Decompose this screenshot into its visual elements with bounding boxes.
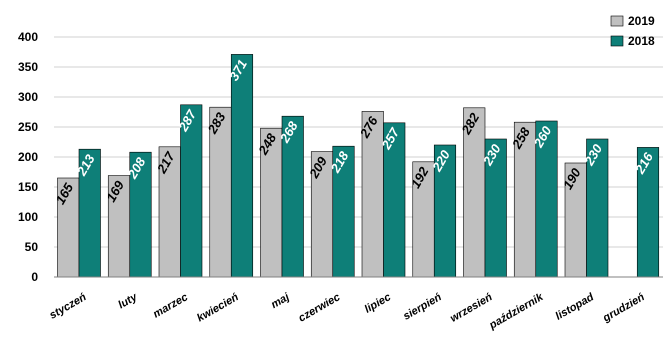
x-category-label: grudzień [600,291,647,325]
x-axis-categories: styczeń luty marzec kwiecień maj czerwiec lipi… [48,291,647,332]
x-category-label: sierpień [401,291,444,323]
x-category-label: wrzesień [448,291,494,325]
y-tick-label: 300 [18,90,38,104]
x-category-label: lipiec [363,291,393,315]
legend-swatch-2019 [610,15,624,27]
legend: 2019 2018 [610,14,655,48]
y-tick-label: 0 [31,270,38,284]
x-category-label: czerwiec [297,291,343,324]
y-axis-ticks: 0 50 100 150 200 250 300 350 400 [18,30,38,284]
legend-label-2018: 2018 [628,34,655,48]
bar-2018-3 [230,54,254,278]
x-category-label: październik [487,291,547,332]
y-tick-label: 250 [18,120,38,134]
x-category-label: luty [116,291,140,312]
x-category-label: kwiecień [195,291,241,324]
y-tick-label: 50 [25,240,39,254]
y-tick-label: 200 [18,150,38,164]
legend-label-2019: 2019 [628,14,655,28]
gridlines [54,36,663,248]
bars [57,54,660,278]
y-tick-label: 400 [18,30,38,44]
x-category-label: listopad [553,291,596,323]
x-category-label: maj [269,291,292,311]
x-category-label: marzec [151,291,190,320]
x-category-label: styczeń [48,291,89,322]
y-tick-label: 100 [18,210,38,224]
y-tick-label: 150 [18,180,38,194]
y-tick-label: 350 [18,60,38,74]
legend-swatch-2018 [610,35,624,47]
